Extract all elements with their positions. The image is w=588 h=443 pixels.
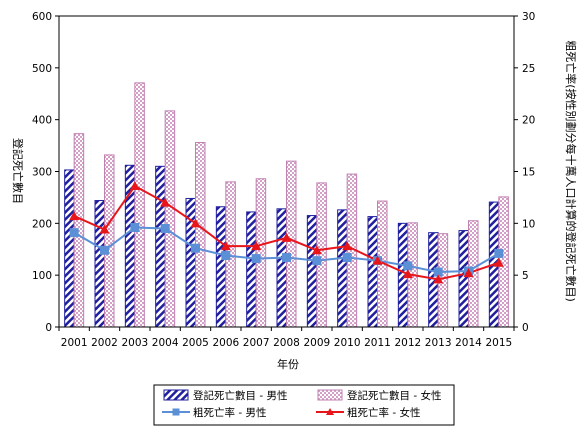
- x-tick-label: 2001: [61, 337, 88, 349]
- y2-tick-label: 0: [522, 322, 529, 334]
- bar-male-deaths: [246, 211, 257, 328]
- bar-male-deaths: [367, 216, 378, 328]
- bar-male-deaths: [64, 169, 75, 328]
- y2-axis-title: 粗死亡率(按性別劃分每十萬人口計算的登記死亡數目): [564, 40, 578, 302]
- point-male-rate: [69, 228, 79, 238]
- bar-male-deaths: [215, 206, 227, 328]
- bar-female-deaths: [134, 82, 145, 328]
- point-male-rate: [403, 261, 413, 271]
- x-tick-label: 2008: [273, 337, 300, 349]
- point-female-rate: [372, 255, 383, 265]
- legend-swatch-male-deaths: [163, 389, 189, 401]
- bar-female-deaths: [316, 182, 327, 328]
- y-tick-label: 600: [32, 11, 52, 23]
- bar-male-deaths: [306, 215, 318, 328]
- point-male-rate: [100, 245, 109, 255]
- y-tick-label: 100: [32, 270, 52, 282]
- point-female-rate: [402, 269, 413, 279]
- point-female-rate: [129, 181, 140, 191]
- bar-female-deaths: [286, 160, 297, 328]
- legend-swatch-male-rate: [162, 408, 190, 416]
- point-female-rate: [251, 241, 262, 251]
- legend-frame: [153, 384, 455, 426]
- y-tick-label: 200: [32, 218, 52, 230]
- point-female-rate: [99, 224, 110, 234]
- y-tick-label: 0: [45, 322, 52, 334]
- x-tick-label: 2002: [91, 337, 118, 349]
- point-male-rate: [160, 224, 170, 234]
- point-female-rate: [190, 218, 201, 228]
- y2-tick-label: 15: [522, 167, 535, 179]
- x-tick-label: 2010: [334, 337, 361, 349]
- y2-tick-label: 20: [522, 115, 535, 127]
- bar-female-deaths: [195, 141, 206, 328]
- legend-label-male-rate: 粗死亡率 - 男性: [193, 406, 266, 419]
- x-axis-title: 年份: [277, 357, 299, 371]
- y2-tick-label: 25: [522, 63, 535, 75]
- point-female-rate: [493, 257, 504, 267]
- x-tick-label: 2009: [303, 337, 330, 349]
- point-male-rate: [494, 248, 504, 258]
- point-male-rate: [342, 253, 352, 263]
- point-male-rate: [251, 254, 261, 264]
- bar-male-deaths: [276, 208, 287, 328]
- y-tick-label: 400: [32, 115, 52, 127]
- legend-label-female-rate: 粗死亡率 - 女性: [347, 406, 420, 419]
- bar-female-deaths: [255, 178, 267, 328]
- x-tick-label: 2015: [485, 337, 512, 349]
- point-female-rate: [69, 211, 80, 221]
- point-male-rate: [130, 222, 140, 232]
- x-tick-label: 2004: [152, 337, 179, 349]
- x-tick-label: 2003: [121, 337, 148, 349]
- point-male-rate: [282, 253, 291, 263]
- point-female-rate: [311, 245, 322, 255]
- bar-male-deaths: [94, 200, 105, 328]
- bar-female-deaths: [104, 154, 115, 328]
- y2-tick-label: 10: [522, 218, 535, 230]
- legend-label-male-deaths: 登記死亡數目 - 男性: [193, 389, 287, 402]
- bar-female-deaths: [164, 110, 176, 328]
- y2-tick-label: 5: [522, 270, 529, 282]
- point-male-rate: [191, 243, 200, 253]
- bar-male-deaths: [337, 209, 348, 328]
- legend-swatch-female-rate: [316, 408, 344, 415]
- bar-male-deaths: [155, 165, 166, 328]
- x-tick-label: 2011: [364, 337, 391, 349]
- point-male-rate: [221, 250, 231, 260]
- point-female-rate: [463, 268, 474, 278]
- point-female-rate: [160, 197, 171, 207]
- legend-swatch-female-deaths: [317, 389, 343, 401]
- legend-label-female-deaths: 登記死亡數目 - 女性: [347, 389, 441, 402]
- y2-tick-label: 30: [522, 11, 535, 23]
- bar-male-deaths: [458, 230, 469, 328]
- x-tick-label: 2006: [212, 337, 239, 349]
- point-male-rate: [433, 267, 443, 277]
- x-tick-label: 2005: [182, 337, 209, 349]
- x-tick-label: 2012: [394, 337, 421, 349]
- y-tick-label: 500: [32, 63, 52, 75]
- point-female-rate: [342, 241, 353, 251]
- point-female-rate: [281, 232, 292, 242]
- x-tick-label: 2007: [243, 337, 270, 349]
- point-female-rate: [433, 274, 444, 284]
- y-axis-title: 登記死亡數目: [11, 138, 25, 204]
- point-female-rate: [220, 241, 231, 251]
- x-tick-label: 2013: [425, 337, 452, 349]
- x-tick-label: 2014: [455, 337, 482, 349]
- point-male-rate: [312, 256, 322, 266]
- legend: 登記死亡數目 - 男性 登記死亡數目 - 女性 粗死亡率 - 男性 粗死亡率 -…: [153, 384, 455, 426]
- y-tick-label: 300: [32, 167, 52, 179]
